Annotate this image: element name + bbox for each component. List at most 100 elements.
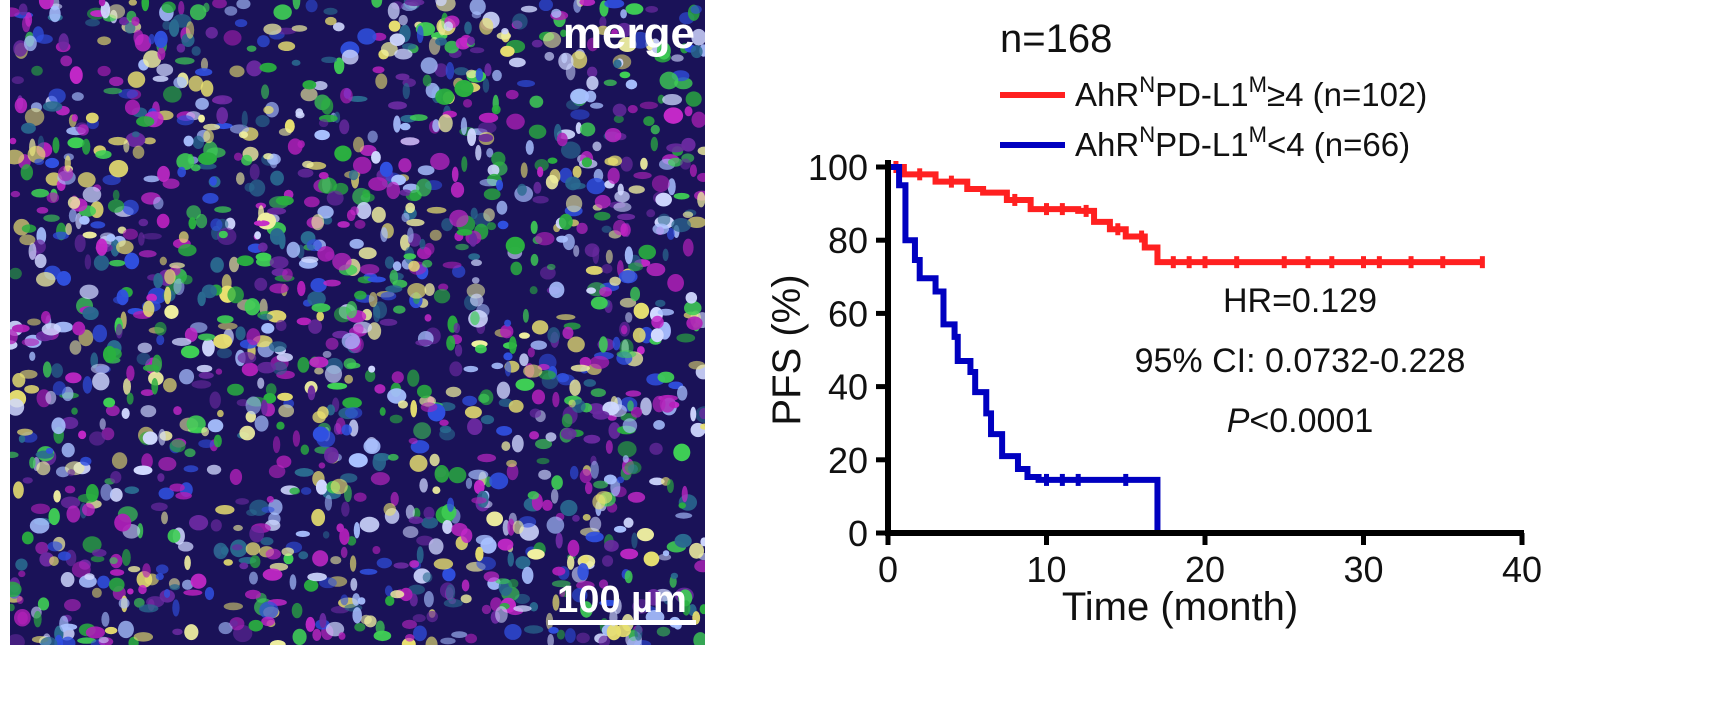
- cell: [501, 441, 511, 451]
- cell: [197, 163, 217, 170]
- cell: [445, 386, 462, 398]
- cell: [545, 432, 557, 442]
- cell: [491, 362, 504, 370]
- cell: [29, 517, 50, 534]
- cell: [269, 256, 289, 269]
- cell: [640, 157, 648, 170]
- cell: [237, 351, 257, 364]
- cell: [497, 538, 514, 551]
- cell: [571, 587, 588, 603]
- cell: [486, 148, 494, 158]
- cell: [666, 479, 674, 494]
- cell: [659, 71, 679, 90]
- cell: [236, 0, 251, 10]
- cell: [69, 340, 82, 355]
- cell: [78, 430, 87, 440]
- cell: [616, 476, 625, 484]
- cell: [387, 453, 399, 461]
- cell: [408, 516, 424, 525]
- cell: [356, 202, 372, 220]
- cell: [495, 179, 504, 191]
- cell: [556, 235, 568, 243]
- cell: [257, 35, 270, 48]
- cell: [609, 276, 621, 286]
- cell: [109, 76, 124, 87]
- cell: [253, 220, 270, 227]
- cell: [579, 468, 592, 484]
- cell: [349, 555, 357, 572]
- cell: [667, 178, 676, 196]
- cell: [72, 321, 86, 336]
- cell: [627, 105, 638, 114]
- cell: [126, 392, 134, 405]
- cell: [368, 292, 378, 308]
- cell: [227, 286, 244, 304]
- cell: [127, 71, 146, 88]
- cell: [98, 0, 106, 7]
- cell: [428, 538, 444, 555]
- cell: [152, 354, 163, 373]
- cell: [678, 502, 687, 509]
- cell: [32, 26, 44, 43]
- cell: [10, 7, 20, 17]
- cell: [297, 356, 310, 373]
- cell: [480, 414, 495, 425]
- cell: [504, 319, 512, 327]
- cell: [700, 423, 705, 430]
- cell: [300, 487, 312, 495]
- cell: [275, 195, 294, 206]
- cell: [622, 418, 638, 434]
- cell: [445, 584, 456, 602]
- cell: [440, 637, 456, 645]
- cell: [670, 572, 679, 580]
- cell: [393, 562, 409, 569]
- cell: [393, 305, 406, 314]
- cell: [448, 466, 467, 484]
- cell: [567, 539, 580, 557]
- cell: [446, 335, 456, 351]
- cell: [64, 485, 76, 494]
- cell: [164, 269, 176, 285]
- cell: [402, 82, 410, 100]
- cell: [213, 334, 233, 349]
- ci-annotation: 95% CI: 0.0732-0.228: [1135, 342, 1466, 380]
- cell: [572, 165, 582, 179]
- cell: [569, 379, 581, 396]
- cell: [65, 223, 72, 235]
- cell: [36, 207, 49, 214]
- cell: [77, 124, 89, 136]
- cell: [442, 261, 462, 269]
- cell: [650, 328, 664, 343]
- cell: [171, 337, 192, 346]
- cell: [167, 529, 181, 543]
- cell: [685, 291, 698, 304]
- cell: [471, 277, 480, 284]
- cell: [234, 19, 248, 28]
- cell: [690, 45, 703, 59]
- cell: [420, 402, 438, 413]
- cell: [143, 137, 156, 145]
- cell: [535, 231, 555, 246]
- cell: [116, 289, 129, 306]
- cell: [75, 212, 83, 230]
- cell: [454, 344, 463, 357]
- cell: [15, 558, 28, 571]
- cell: [370, 472, 390, 486]
- cell: [630, 31, 651, 49]
- cell: [612, 103, 627, 117]
- cell: [68, 209, 77, 223]
- cell: [157, 165, 170, 183]
- cell: [169, 584, 180, 591]
- cell: [576, 222, 588, 235]
- cell: [616, 22, 632, 38]
- cell: [133, 597, 145, 608]
- cell: [435, 37, 447, 46]
- cell: [131, 16, 140, 27]
- cell: [35, 541, 49, 555]
- cell: [576, 580, 595, 590]
- cell: [178, 243, 197, 257]
- cell: [138, 218, 149, 227]
- cell: [292, 430, 301, 447]
- cell: [136, 352, 151, 365]
- cell: [207, 419, 224, 433]
